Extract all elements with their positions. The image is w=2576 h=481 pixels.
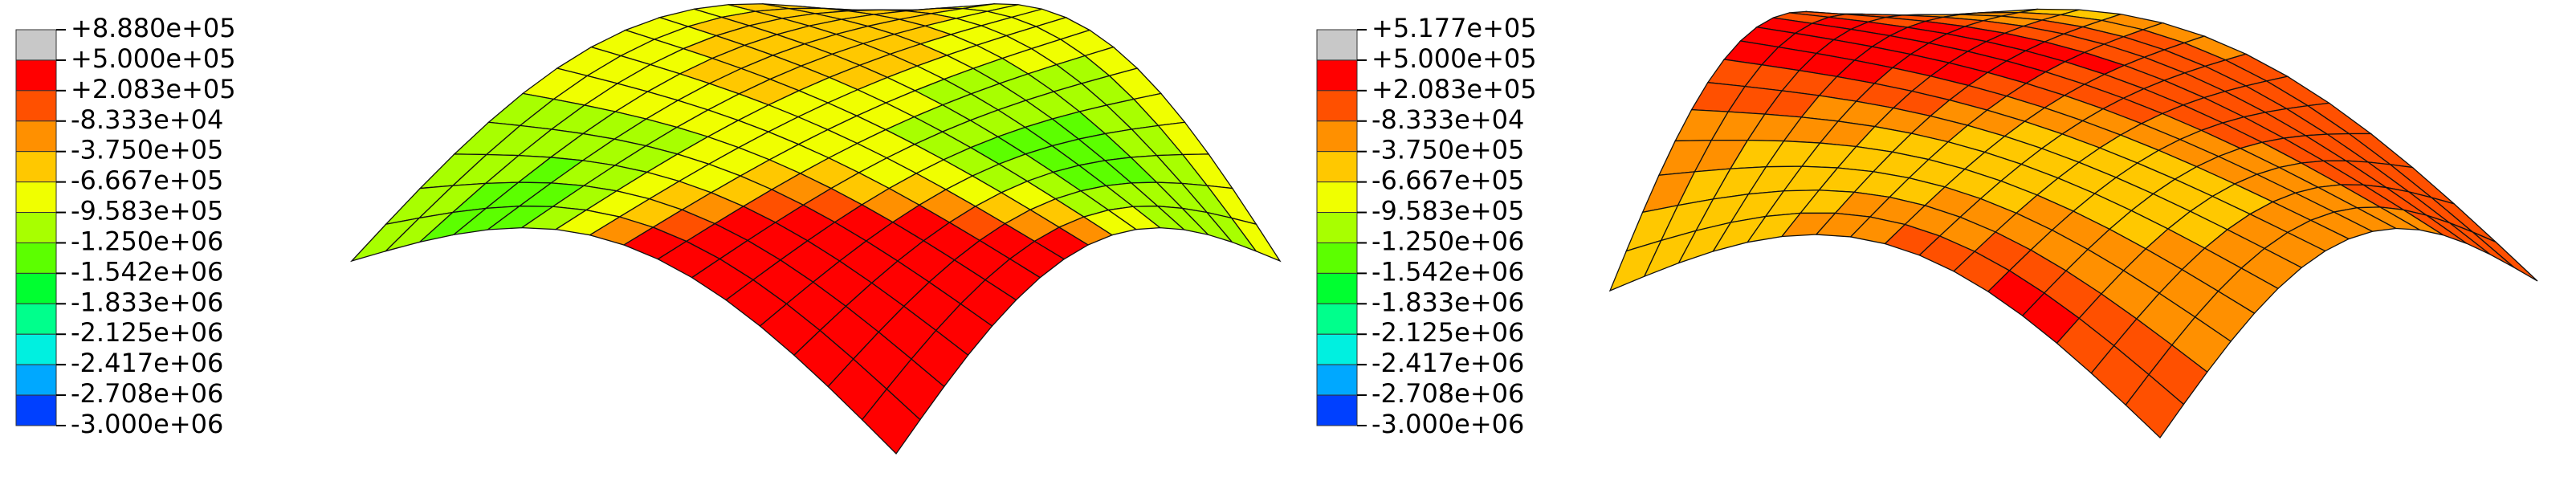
legend-label: -3.000e+06 bbox=[71, 409, 223, 439]
legend-label: -2.708e+06 bbox=[71, 378, 223, 409]
shell-surface bbox=[349, 3, 1282, 455]
legend-swatch bbox=[15, 212, 57, 243]
legend-swatch bbox=[1316, 212, 1358, 243]
legend-label: -1.833e+06 bbox=[1372, 287, 1524, 317]
legend-swatch bbox=[15, 303, 57, 335]
legend-label: -2.417e+06 bbox=[1372, 348, 1524, 378]
legend-swatch bbox=[1316, 303, 1358, 335]
legend-swatch bbox=[15, 242, 57, 274]
legend: +5.177e+05+5.000e+05+2.083e+05-8.333e+04… bbox=[1316, 13, 1537, 439]
legend-label: -6.667e+05 bbox=[71, 165, 223, 196]
legend-label: +5.177e+05 bbox=[1372, 13, 1537, 43]
legend-label: -9.583e+05 bbox=[1372, 196, 1524, 226]
legend-label: +5.000e+05 bbox=[71, 43, 236, 74]
legend-swatch bbox=[15, 151, 57, 183]
legend-label: -1.250e+06 bbox=[1372, 226, 1524, 256]
legend-label: -2.708e+06 bbox=[1372, 378, 1524, 409]
legend-swatch bbox=[1316, 59, 1358, 92]
mesh-element bbox=[2472, 231, 2538, 282]
legend-label: -2.125e+06 bbox=[71, 317, 223, 348]
legend-swatch bbox=[15, 29, 57, 61]
mesh-element bbox=[861, 388, 921, 455]
legend-label: -1.250e+06 bbox=[71, 226, 223, 256]
legend-label: -1.542e+06 bbox=[71, 256, 223, 287]
legend-swatch bbox=[1316, 90, 1358, 122]
legend-swatch bbox=[15, 364, 57, 396]
legend-swatch bbox=[1316, 181, 1358, 214]
legend-label: +2.083e+05 bbox=[71, 74, 236, 104]
legend-swatch bbox=[1316, 120, 1358, 153]
mesh-element bbox=[2125, 373, 2185, 438]
legend: +8.880e+05+5.000e+05+2.083e+05-8.333e+04… bbox=[15, 13, 236, 439]
legend-label: -2.417e+06 bbox=[71, 348, 223, 378]
legend-swatch bbox=[15, 394, 57, 426]
legend-label: -3.750e+05 bbox=[71, 135, 223, 165]
legend-swatch bbox=[15, 90, 57, 122]
legend-label: +5.000e+05 bbox=[1372, 43, 1537, 74]
shell-surface bbox=[1608, 8, 2538, 438]
legend-swatch bbox=[1316, 29, 1358, 61]
legend-label: +8.880e+05 bbox=[71, 13, 236, 43]
legend-swatch bbox=[1316, 394, 1358, 426]
legend-label: -3.750e+05 bbox=[1372, 135, 1524, 165]
legend-swatch bbox=[1316, 333, 1358, 365]
legend-swatch bbox=[1316, 151, 1358, 183]
legend-label: -3.000e+06 bbox=[1372, 409, 1524, 439]
legend-label: -2.125e+06 bbox=[1372, 317, 1524, 348]
legend-swatch bbox=[1316, 364, 1358, 396]
legend-swatch bbox=[1316, 242, 1358, 274]
legend-swatch bbox=[15, 120, 57, 153]
legend-swatch bbox=[1316, 272, 1358, 304]
legend-swatch bbox=[15, 272, 57, 304]
legend-swatch bbox=[15, 333, 57, 365]
legend-label: +2.083e+05 bbox=[1372, 74, 1537, 104]
legend-label: -8.333e+04 bbox=[1372, 104, 1524, 135]
legend-label: -6.667e+05 bbox=[1372, 165, 1524, 196]
legend-label: -1.833e+06 bbox=[71, 287, 223, 317]
legend-label: -9.583e+05 bbox=[71, 196, 223, 226]
legend-swatch bbox=[15, 59, 57, 92]
legend-label: -1.542e+06 bbox=[1372, 256, 1524, 287]
legend-label: -8.333e+04 bbox=[71, 104, 223, 135]
legend-swatch bbox=[15, 181, 57, 214]
